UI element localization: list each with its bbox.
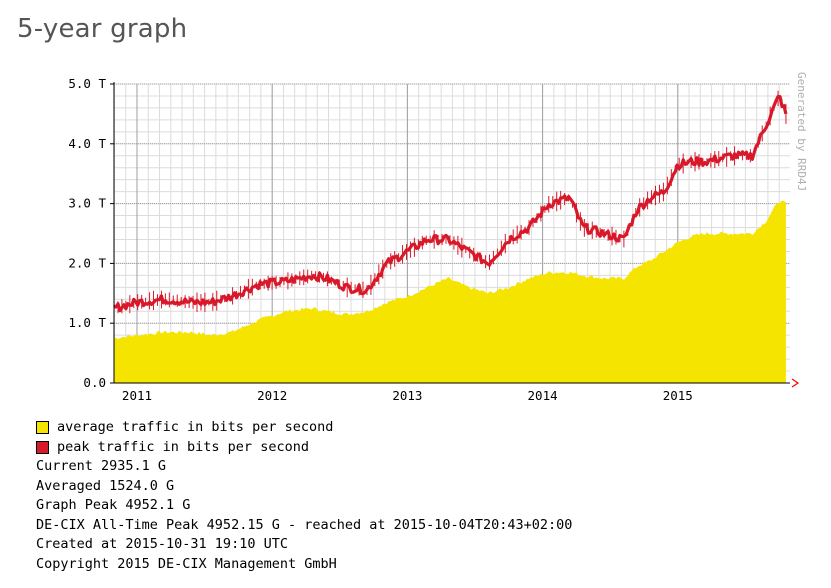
legend-swatch-average xyxy=(36,420,49,434)
page-title: 5-year graph xyxy=(17,14,188,44)
stat-created: Created at 2015-10-31 19:10 UTC xyxy=(36,536,288,553)
chart-legend: average traffic in bits per second peak … xyxy=(36,417,333,457)
stat-all-time-peak: DE-CIX All-Time Peak 4952.15 G - reached… xyxy=(36,516,573,533)
chart-axes xyxy=(110,82,800,388)
x-axis-arrow xyxy=(791,378,800,388)
watermark: Generated by RRD4J xyxy=(795,72,808,191)
x-tick-label: 2015 xyxy=(663,388,693,403)
average-area xyxy=(114,200,786,383)
traffic-chart: 0.01.0 T2.0 T3.0 T4.0 T5.0 T 2011 2012 201… xyxy=(68,72,808,403)
legend-item-average: average traffic in bits per second xyxy=(36,417,333,437)
y-tick-label: 0.0 xyxy=(83,375,106,390)
x-tick-label: 2011 xyxy=(122,388,152,403)
stat-current: Current 2935.1 G xyxy=(36,458,167,474)
stats-block: Current 2935.1 G Averaged 1524.0 G Graph… xyxy=(36,457,572,575)
average-traffic-area xyxy=(114,200,786,383)
legend-swatch-peak xyxy=(36,440,49,454)
y-tick-label: 4.0 T xyxy=(68,136,106,151)
x-tick-label: 2014 xyxy=(528,388,558,403)
x-tick-label: 2013 xyxy=(392,388,422,403)
legend-item-peak: peak traffic in bits per second xyxy=(36,437,333,457)
y-tick-label: 3.0 T xyxy=(68,196,106,211)
y-tick-label: 5.0 T xyxy=(68,76,106,91)
x-tick-label: 2012 xyxy=(257,388,287,403)
legend-label-average: average traffic in bits per second xyxy=(57,419,334,435)
x-axis-tick-labels: 2011 2012 2013 2014 2015 xyxy=(122,388,693,403)
peak-traffic-line xyxy=(113,90,788,317)
y-axis-tick-labels: 0.0 1.0 T 2.0 T 3.0 T 4.0 T 5.0 T xyxy=(68,76,106,390)
legend-label-peak: peak traffic in bits per second xyxy=(57,439,309,455)
y-tick-label: 2.0 T xyxy=(68,255,106,270)
stat-graph-peak: Graph Peak 4952.1 G xyxy=(36,497,191,514)
stat-copyright: Copyright 2015 DE-CIX Management GmbH xyxy=(36,555,337,572)
y-tick-label: 1.0 T xyxy=(68,315,106,330)
stat-averaged: Averaged 1524.0 G xyxy=(36,477,175,494)
